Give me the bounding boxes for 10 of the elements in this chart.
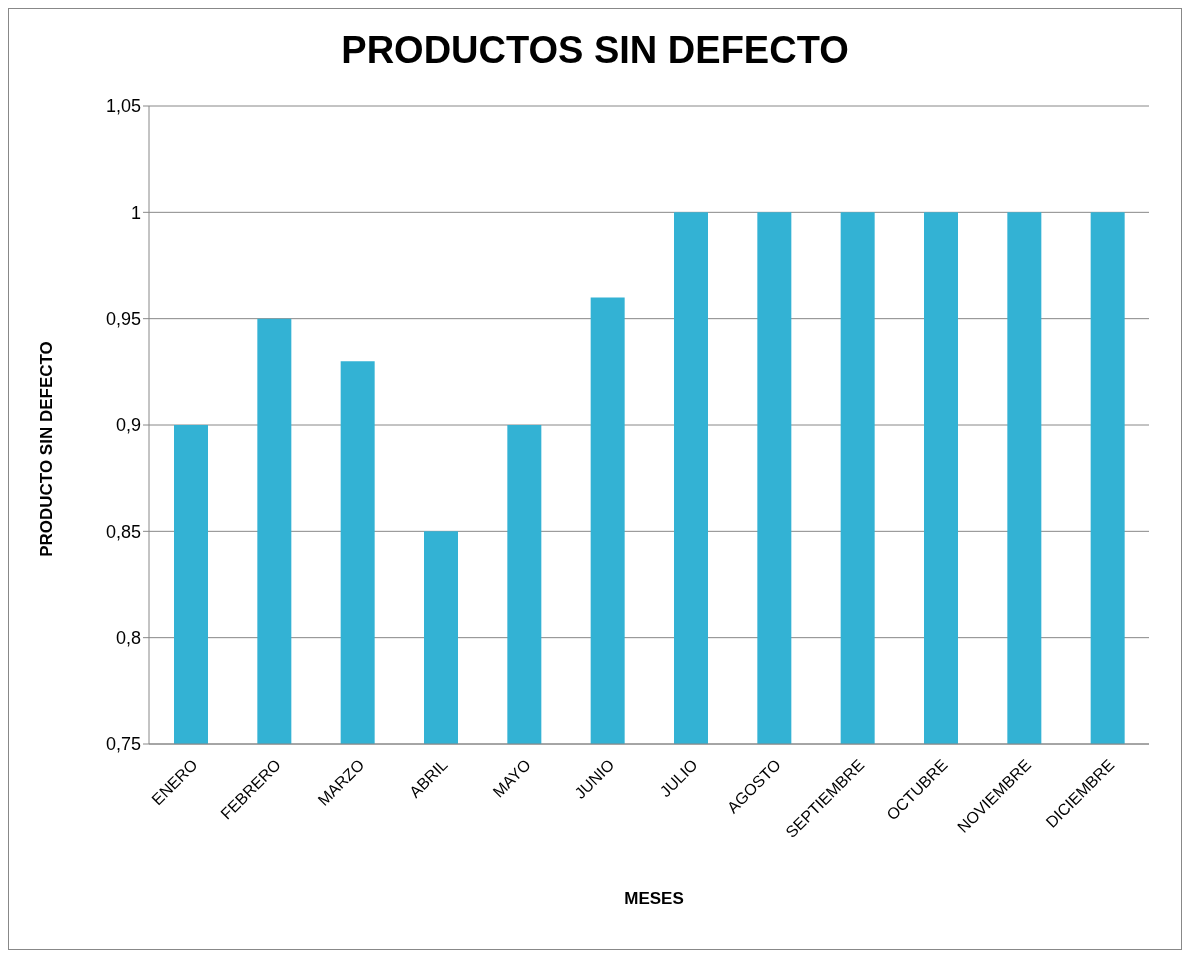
y-tick-label: 1	[130, 202, 141, 223]
x-axis-title: MESES	[623, 889, 685, 909]
y-tick-label: 1,05	[105, 96, 141, 117]
y-tick-label: 0,9	[115, 415, 141, 436]
y-tick-label: 0,8	[115, 628, 141, 649]
y-tick-label: 0,75	[105, 734, 141, 755]
y-tick-label: 0,85	[105, 521, 141, 542]
y-tick-label: 0,95	[105, 309, 141, 330]
chart-title: PRODUCTOS SIN DEFECTO	[340, 29, 850, 72]
y-axis-title: PRODUCTO SIN DEFECTO	[37, 341, 57, 557]
